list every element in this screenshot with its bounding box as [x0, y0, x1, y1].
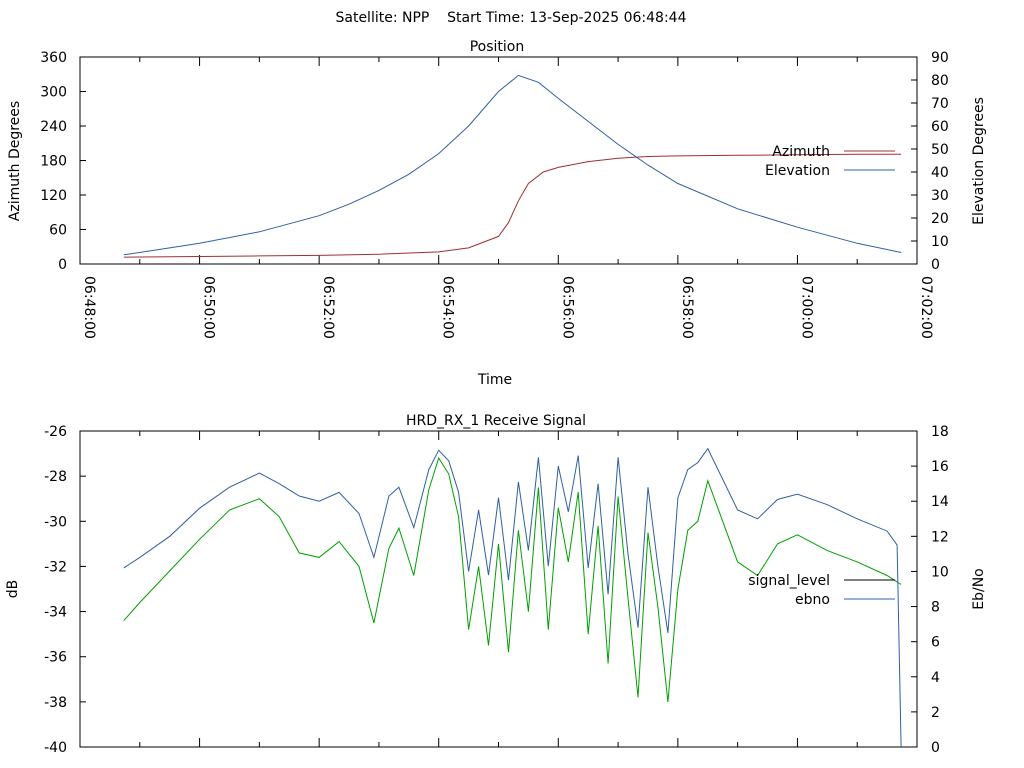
y2-tick-label: 0: [931, 257, 940, 273]
chart1-ylabel: Azimuth Degrees: [7, 101, 23, 221]
series-elevation-line: [123, 74, 902, 256]
y-tick-label: -40: [44, 740, 67, 756]
y-tick-label: -36: [44, 650, 67, 666]
x-tick-label: 07:00:00: [798, 276, 814, 339]
x-tick-label: 06:50:00: [201, 276, 217, 339]
y2-tick-label: 30: [931, 188, 949, 204]
x-tick-label: 07:02:00: [918, 276, 934, 339]
chart2-ylabel: dB: [5, 580, 21, 599]
y-tick-label: -28: [44, 469, 67, 485]
y2-tick-label: 10: [931, 564, 949, 580]
receive-signal-chart: HRD_RX_1 Receive Signal dB Eb/No -40 -38 -…: [5, 413, 987, 756]
y2-tick-label: 20: [931, 211, 949, 227]
y-tick-label: 120: [40, 188, 67, 204]
legend-label: ebno: [795, 592, 830, 608]
legend-label: signal_level: [748, 573, 830, 589]
y2-tick-label: 6: [931, 635, 940, 651]
chart2-frame: [79, 430, 918, 748]
y2-tick-label: 16: [931, 459, 949, 475]
x-tick-label: 06:48:00: [81, 276, 97, 339]
x-tick-label: 06:54:00: [440, 276, 456, 339]
chart1-xlabel: Time: [477, 372, 512, 388]
y-tick-label: 360: [40, 50, 67, 66]
y2-tick-label: 12: [931, 529, 949, 545]
y-tick-label: 300: [40, 85, 67, 101]
chart1-title: Position: [470, 39, 525, 55]
y-tick-label: 180: [40, 154, 67, 170]
y2-tick-label: 18: [931, 424, 949, 440]
y2-tick-label: 40: [931, 165, 949, 181]
y2-tick-label: 2: [931, 705, 940, 721]
legend-label: Azimuth: [772, 144, 830, 160]
y2-tick-label: 80: [931, 73, 949, 89]
position-chart: Position Time Azimuth Degrees Elevation …: [7, 39, 987, 388]
series-signal-level-line: [123, 456, 902, 702]
y2-tick-label: 14: [931, 494, 949, 510]
y2-tick-label: 60: [931, 119, 949, 135]
y-tick-label: -30: [44, 514, 67, 530]
y2-tick-label: 0: [931, 740, 940, 756]
legend-label: Elevation: [765, 163, 830, 179]
series-ebno-line: [123, 447, 902, 748]
y2-tick-label: 4: [931, 670, 940, 686]
y2-tick-label: 8: [931, 600, 940, 616]
y2-tick-label: 70: [931, 96, 949, 112]
y-tick-label: -38: [44, 695, 67, 711]
y-tick-label: -34: [44, 605, 67, 621]
y-tick-label: 60: [49, 223, 67, 239]
page-title: Satellite: NPP Start Time: 13-Sep-2025 0…: [335, 10, 686, 26]
x-tick-label: 06:56:00: [559, 276, 575, 339]
chart1-frame: [79, 56, 918, 265]
y2-tick-label: 50: [931, 142, 949, 158]
chart2-title: HRD_RX_1 Receive Signal: [406, 413, 586, 429]
chart1-y2label: Elevation Degrees: [971, 97, 987, 225]
series-azimuth-line: [123, 153, 902, 258]
x-tick-label: 06:52:00: [320, 276, 336, 339]
chart2-y2label: Eb/No: [971, 568, 987, 610]
y-tick-label: 240: [40, 119, 67, 135]
y-tick-label: -32: [44, 559, 67, 575]
x-tick-label: 06:58:00: [679, 276, 695, 339]
y-tick-label: 0: [58, 257, 67, 273]
y2-tick-label: 90: [931, 50, 949, 66]
y-tick-label: -26: [44, 424, 67, 440]
y2-tick-label: 10: [931, 234, 949, 250]
